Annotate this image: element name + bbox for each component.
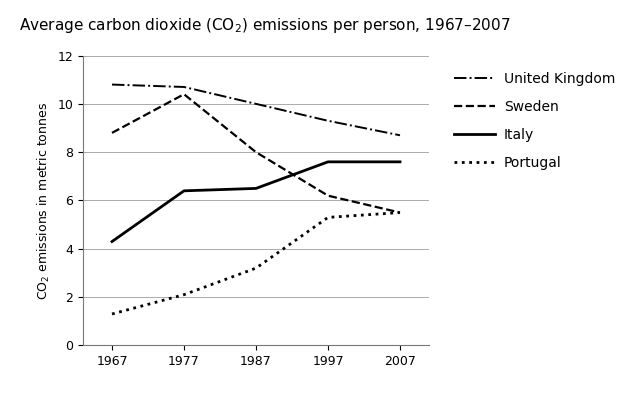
Line: United Kingdom: United Kingdom (112, 85, 400, 135)
United Kingdom (252, 102, 260, 106)
Sweden (396, 210, 404, 215)
Italy (396, 160, 404, 164)
Portugal (180, 292, 188, 297)
Y-axis label: CO$_2$ emissions in metric tonnes: CO$_2$ emissions in metric tonnes (36, 102, 52, 299)
Legend: United Kingdom, Sweden, Italy, Portugal: United Kingdom, Sweden, Italy, Portugal (449, 68, 620, 174)
Line: Portugal: Portugal (112, 212, 400, 314)
Italy (324, 160, 332, 164)
Sweden (324, 193, 332, 198)
United Kingdom (180, 85, 188, 89)
Portugal (324, 215, 332, 220)
Italy (180, 189, 188, 193)
Portugal (396, 210, 404, 215)
Portugal (252, 266, 260, 270)
Sweden (108, 131, 116, 135)
Text: Average carbon dioxide (CO$_2$) emissions per person, 1967–2007: Average carbon dioxide (CO$_2$) emission… (19, 16, 511, 35)
Sweden (180, 92, 188, 96)
Sweden (252, 150, 260, 154)
United Kingdom (324, 118, 332, 123)
Portugal (108, 312, 116, 316)
Line: Italy: Italy (112, 162, 400, 241)
Italy (108, 239, 116, 244)
United Kingdom (396, 133, 404, 138)
United Kingdom (108, 82, 116, 87)
Italy (252, 186, 260, 191)
Line: Sweden: Sweden (112, 94, 400, 212)
